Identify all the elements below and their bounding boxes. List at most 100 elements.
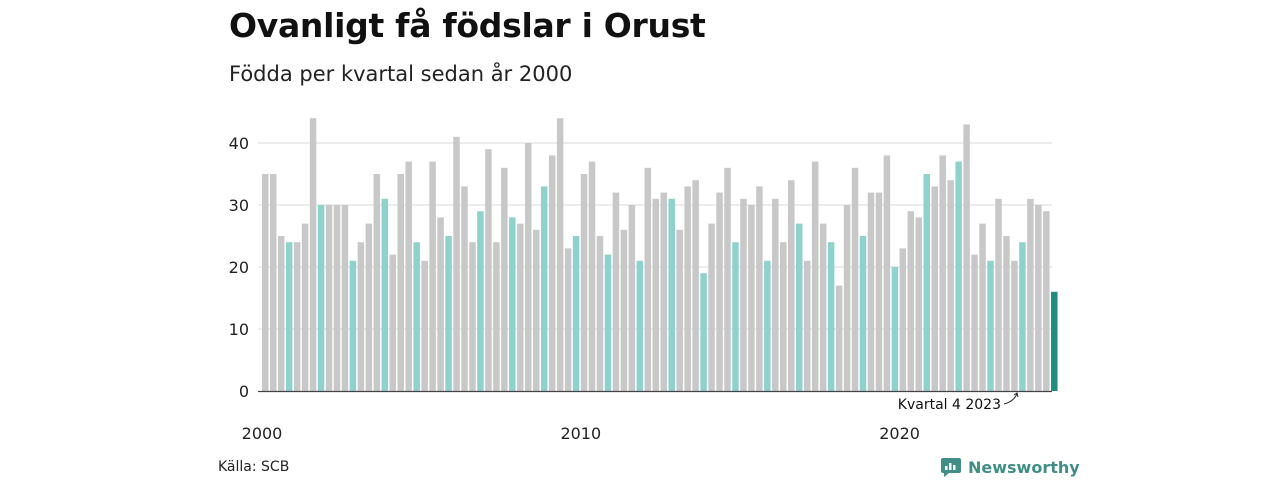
bar (875, 192, 883, 391)
bar (556, 118, 564, 391)
bars (262, 118, 1058, 392)
axes: 0 10 20 30 40 2000 2010 2020 (229, 134, 1052, 443)
annotation-arrowhead (1013, 392, 1019, 398)
bar (915, 217, 923, 391)
x-tick-label: 2010 (560, 424, 601, 443)
bar (461, 186, 468, 391)
bar (517, 223, 524, 391)
bar (588, 161, 596, 391)
bar (1043, 211, 1050, 391)
bar (525, 143, 532, 391)
bar (987, 260, 994, 391)
bar (644, 167, 652, 391)
bar (413, 242, 420, 391)
bar (373, 174, 381, 391)
bar (899, 248, 907, 391)
bar (1003, 236, 1010, 391)
bar (843, 205, 851, 391)
bar (381, 198, 389, 391)
bar (772, 198, 779, 391)
bar (660, 192, 667, 391)
y-tick-label: 20 (229, 258, 249, 277)
bar (469, 242, 476, 391)
bar (931, 186, 938, 391)
bar (700, 273, 707, 391)
bar (947, 180, 954, 391)
bar (827, 242, 835, 391)
bar (477, 211, 484, 391)
bar (732, 242, 739, 391)
annotation: Kvartal 4 2023 (898, 392, 1019, 413)
x-tick-label: 2000 (242, 424, 283, 443)
bar (333, 205, 341, 391)
annotation-arrow (1003, 393, 1018, 405)
x-tick-label: 2020 (879, 424, 920, 443)
bar (309, 118, 317, 391)
bar (907, 211, 915, 391)
bar (596, 236, 604, 391)
bar (995, 198, 1002, 391)
bar (835, 285, 843, 391)
bar (429, 161, 436, 391)
bar (501, 167, 508, 391)
bar (485, 149, 492, 391)
bar (293, 242, 301, 391)
bar (803, 260, 811, 391)
chart-subtitle: Födda per kvartal sedan år 2000 (229, 62, 573, 86)
bar (437, 217, 444, 391)
bar (580, 174, 588, 391)
bar (397, 174, 404, 391)
bar (349, 260, 357, 391)
bar (509, 217, 516, 391)
bar (780, 242, 787, 391)
bar (692, 180, 699, 391)
bar (285, 242, 293, 391)
bar (716, 192, 723, 391)
bar (971, 254, 978, 391)
bar (1027, 198, 1034, 391)
bar (421, 260, 428, 391)
bar (668, 198, 675, 391)
bar (1011, 260, 1018, 391)
bar (788, 180, 795, 391)
bar (301, 223, 309, 391)
bar (493, 242, 500, 391)
bar (1035, 205, 1042, 391)
bar (939, 155, 946, 391)
bar (795, 223, 803, 391)
bar (748, 205, 755, 391)
bar (819, 223, 827, 391)
bar (405, 161, 412, 391)
bar (365, 223, 373, 391)
bar (325, 205, 333, 391)
bar (564, 248, 572, 391)
bar (445, 236, 452, 391)
y-tick-label: 30 (229, 196, 249, 215)
bar (357, 242, 365, 391)
bar (1051, 291, 1058, 391)
y-tick-label: 0 (239, 382, 249, 401)
bar (724, 167, 731, 391)
annotation-label: Kvartal 4 2023 (898, 397, 1001, 413)
bar (764, 260, 771, 391)
bar (891, 267, 899, 391)
bar (262, 174, 269, 391)
y-tick-label: 10 (229, 320, 249, 339)
bar (756, 186, 763, 391)
newsworthy-logo-icon (941, 458, 961, 477)
bar (955, 161, 962, 391)
bar (612, 192, 620, 391)
bar (867, 192, 875, 391)
bar (883, 155, 891, 391)
source-note: Källa: SCB (218, 459, 290, 475)
bar (811, 161, 819, 391)
bar (620, 229, 628, 391)
bar (963, 124, 970, 392)
bar (548, 155, 556, 391)
brand-logo[interactable]: Newsworthy (940, 456, 1080, 478)
bar (676, 229, 683, 391)
bar (636, 260, 644, 391)
bar (1019, 242, 1026, 391)
bar (652, 198, 660, 391)
